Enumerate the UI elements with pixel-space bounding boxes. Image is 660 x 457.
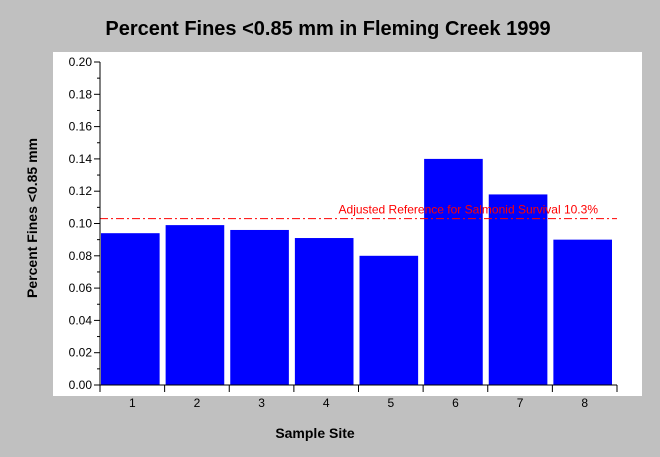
x-axis: 1 2 3 4 5 6 7 8 [99, 384, 618, 410]
x-tick-label: 2 [194, 396, 201, 410]
x-tick-label: 1 [129, 396, 136, 410]
x-tick-label: 4 [323, 396, 330, 410]
y-tick-label: 0.20 [69, 55, 93, 69]
bar-site-3 [230, 229, 289, 385]
bar-site-8 [553, 239, 612, 385]
x-tick-label: 6 [452, 396, 459, 410]
y-tick-label: 0.12 [69, 184, 93, 198]
y-tick-label: 0.08 [69, 249, 93, 263]
x-axis-label: Sample Site [275, 425, 355, 441]
bars-group [101, 158, 612, 385]
y-tick-label: 0.18 [69, 87, 93, 101]
reference-line-label: Adjusted Reference for Salmonid Survival… [339, 203, 599, 217]
y-tick-label: 0.02 [69, 346, 93, 360]
reference-line-group: Adjusted Reference for Salmonid Survival… [100, 203, 617, 220]
bar-site-2 [165, 225, 225, 385]
bar-site-6 [424, 158, 483, 385]
bar-site-5 [359, 255, 419, 385]
y-tick-label: 0.00 [69, 378, 93, 392]
bar-site-7 [488, 194, 548, 385]
x-tick-label: 7 [517, 396, 524, 410]
bar-site-4 [294, 238, 354, 385]
y-axis: 0.00 0.02 0.04 0.06 0.08 0.10 0.12 0.14 0.16 0.18… [69, 55, 101, 392]
x-tick-label: 5 [387, 396, 394, 410]
y-tick-label: 0.06 [69, 281, 93, 295]
y-tick-label: 0.04 [69, 313, 93, 327]
y-tick-label: 0.10 [69, 217, 93, 231]
x-tick-label: 3 [258, 396, 265, 410]
x-tick-label: 8 [581, 396, 588, 410]
bar-site-1 [101, 233, 160, 385]
y-tick-label: 0.16 [69, 120, 93, 134]
chart-title: Percent Fines <0.85 mm in Fleming Creek … [105, 18, 550, 40]
y-tick-label: 0.14 [69, 152, 93, 166]
y-axis-label: Percent Fines <0.85 mm [24, 138, 40, 298]
